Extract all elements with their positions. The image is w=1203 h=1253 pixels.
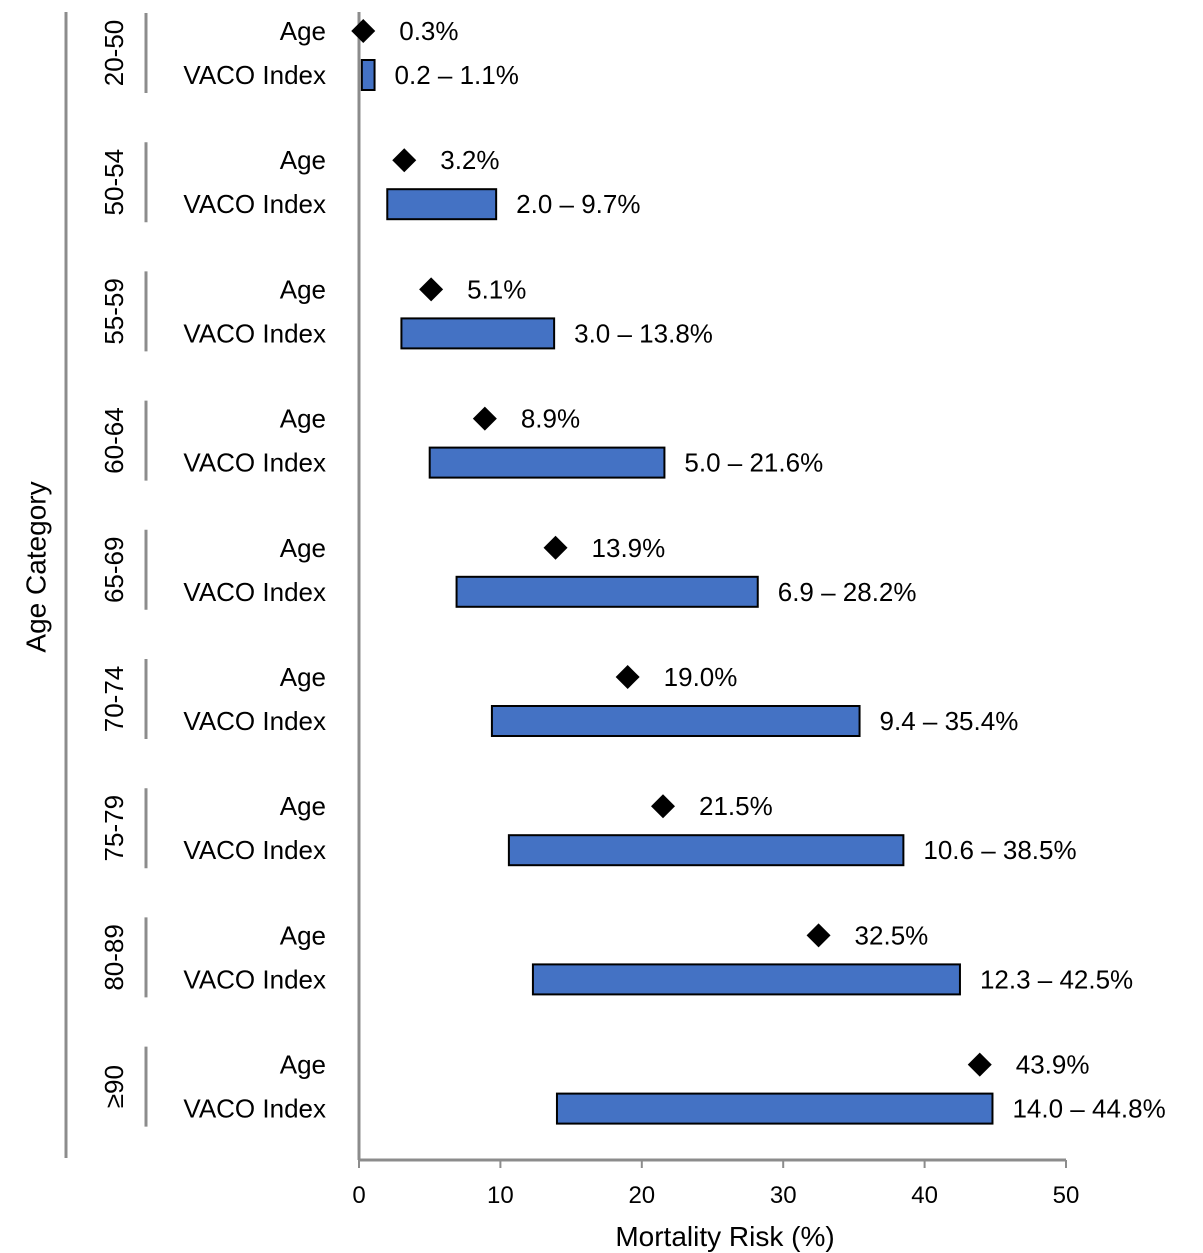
vaco-range-bar bbox=[455, 575, 759, 608]
age-point-marker bbox=[472, 406, 497, 431]
vaco-range-label: 14.0 – 44.8% bbox=[1012, 1094, 1165, 1124]
vaco-range-bar bbox=[360, 59, 376, 91]
age-value-label: 5.1% bbox=[467, 274, 526, 304]
vaco-range-label: 10.6 – 38.5% bbox=[923, 835, 1076, 865]
category-label: 20-50 bbox=[99, 20, 129, 87]
x-tick-label: 0 bbox=[352, 1182, 365, 1209]
x-tick-label: 50 bbox=[1053, 1182, 1080, 1209]
vaco-range-label: 6.9 – 28.2% bbox=[778, 577, 917, 607]
category-label: 55-59 bbox=[99, 278, 129, 345]
row-label-age: Age bbox=[280, 145, 326, 175]
row-label-age: Age bbox=[280, 791, 326, 821]
row-label-vaco-index: VACO Index bbox=[183, 448, 326, 478]
category-label: 50-54 bbox=[99, 149, 129, 216]
age-point-marker bbox=[806, 923, 831, 948]
category-label: 75-79 bbox=[99, 795, 129, 862]
row-label-age: Age bbox=[280, 1050, 326, 1080]
y-axis-title: Age Category bbox=[20, 481, 51, 652]
row-label-age: Age bbox=[280, 662, 326, 692]
age-value-label: 8.9% bbox=[521, 404, 580, 434]
row-label-vaco-index: VACO Index bbox=[183, 577, 326, 607]
vaco-range-label: 9.4 – 35.4% bbox=[880, 706, 1019, 736]
age-point-marker bbox=[543, 535, 568, 560]
vaco-range-bar bbox=[555, 1092, 994, 1125]
vaco-range-label: 2.0 – 9.7% bbox=[516, 189, 640, 219]
vaco-range-label: 0.2 – 1.1% bbox=[395, 60, 519, 90]
row-label-age: Age bbox=[280, 533, 326, 563]
category-label: 80-89 bbox=[99, 924, 129, 991]
row-label-vaco-index: VACO Index bbox=[183, 60, 326, 90]
x-tick-label: 30 bbox=[770, 1182, 797, 1209]
x-tick-label: 20 bbox=[628, 1182, 655, 1209]
age-point-marker bbox=[392, 148, 417, 173]
age-value-label: 0.3% bbox=[399, 16, 458, 46]
row-label-vaco-index: VACO Index bbox=[183, 318, 326, 348]
age-value-label: 21.5% bbox=[699, 791, 773, 821]
x-axis-title: Mortality Risk (%) bbox=[615, 1221, 834, 1252]
age-value-label: 43.9% bbox=[1016, 1050, 1090, 1080]
row-label-age: Age bbox=[280, 404, 326, 434]
age-value-label: 3.2% bbox=[440, 145, 499, 175]
vaco-range-bar bbox=[400, 317, 556, 350]
category-label: 60-64 bbox=[99, 407, 129, 474]
vaco-range-bar bbox=[386, 188, 498, 221]
age-value-label: 32.5% bbox=[855, 920, 929, 950]
row-label-age: Age bbox=[280, 274, 326, 304]
vaco-range-bar bbox=[490, 705, 861, 737]
vaco-range-bar bbox=[531, 963, 961, 996]
age-point-marker bbox=[351, 19, 376, 43]
row-label-vaco-index: VACO Index bbox=[183, 189, 326, 219]
age-point-marker bbox=[651, 794, 676, 819]
vaco-range-label: 12.3 – 42.5% bbox=[980, 964, 1133, 994]
age-point-marker bbox=[967, 1052, 992, 1077]
category-label: 65-69 bbox=[99, 537, 129, 604]
row-label-vaco-index: VACO Index bbox=[183, 1094, 326, 1124]
x-tick-label: 40 bbox=[911, 1182, 938, 1209]
row-label-age: Age bbox=[280, 16, 326, 46]
vaco-range-bar bbox=[428, 446, 666, 479]
category-label: ≥90 bbox=[99, 1065, 129, 1108]
vaco-range-bar bbox=[507, 834, 905, 867]
vaco-range-label: 5.0 – 21.6% bbox=[684, 448, 823, 478]
row-label-vaco-index: VACO Index bbox=[183, 706, 326, 736]
age-value-label: 19.0% bbox=[664, 662, 738, 692]
x-tick-label: 10 bbox=[487, 1182, 514, 1209]
age-point-marker bbox=[615, 665, 640, 689]
age-point-marker bbox=[419, 277, 444, 302]
vaco-range-label: 3.0 – 13.8% bbox=[574, 318, 713, 348]
category-label: 70-74 bbox=[99, 666, 129, 733]
row-label-age: Age bbox=[280, 920, 326, 950]
row-label-vaco-index: VACO Index bbox=[183, 964, 326, 994]
row-label-vaco-index: VACO Index bbox=[183, 835, 326, 865]
age-value-label: 13.9% bbox=[592, 533, 666, 563]
